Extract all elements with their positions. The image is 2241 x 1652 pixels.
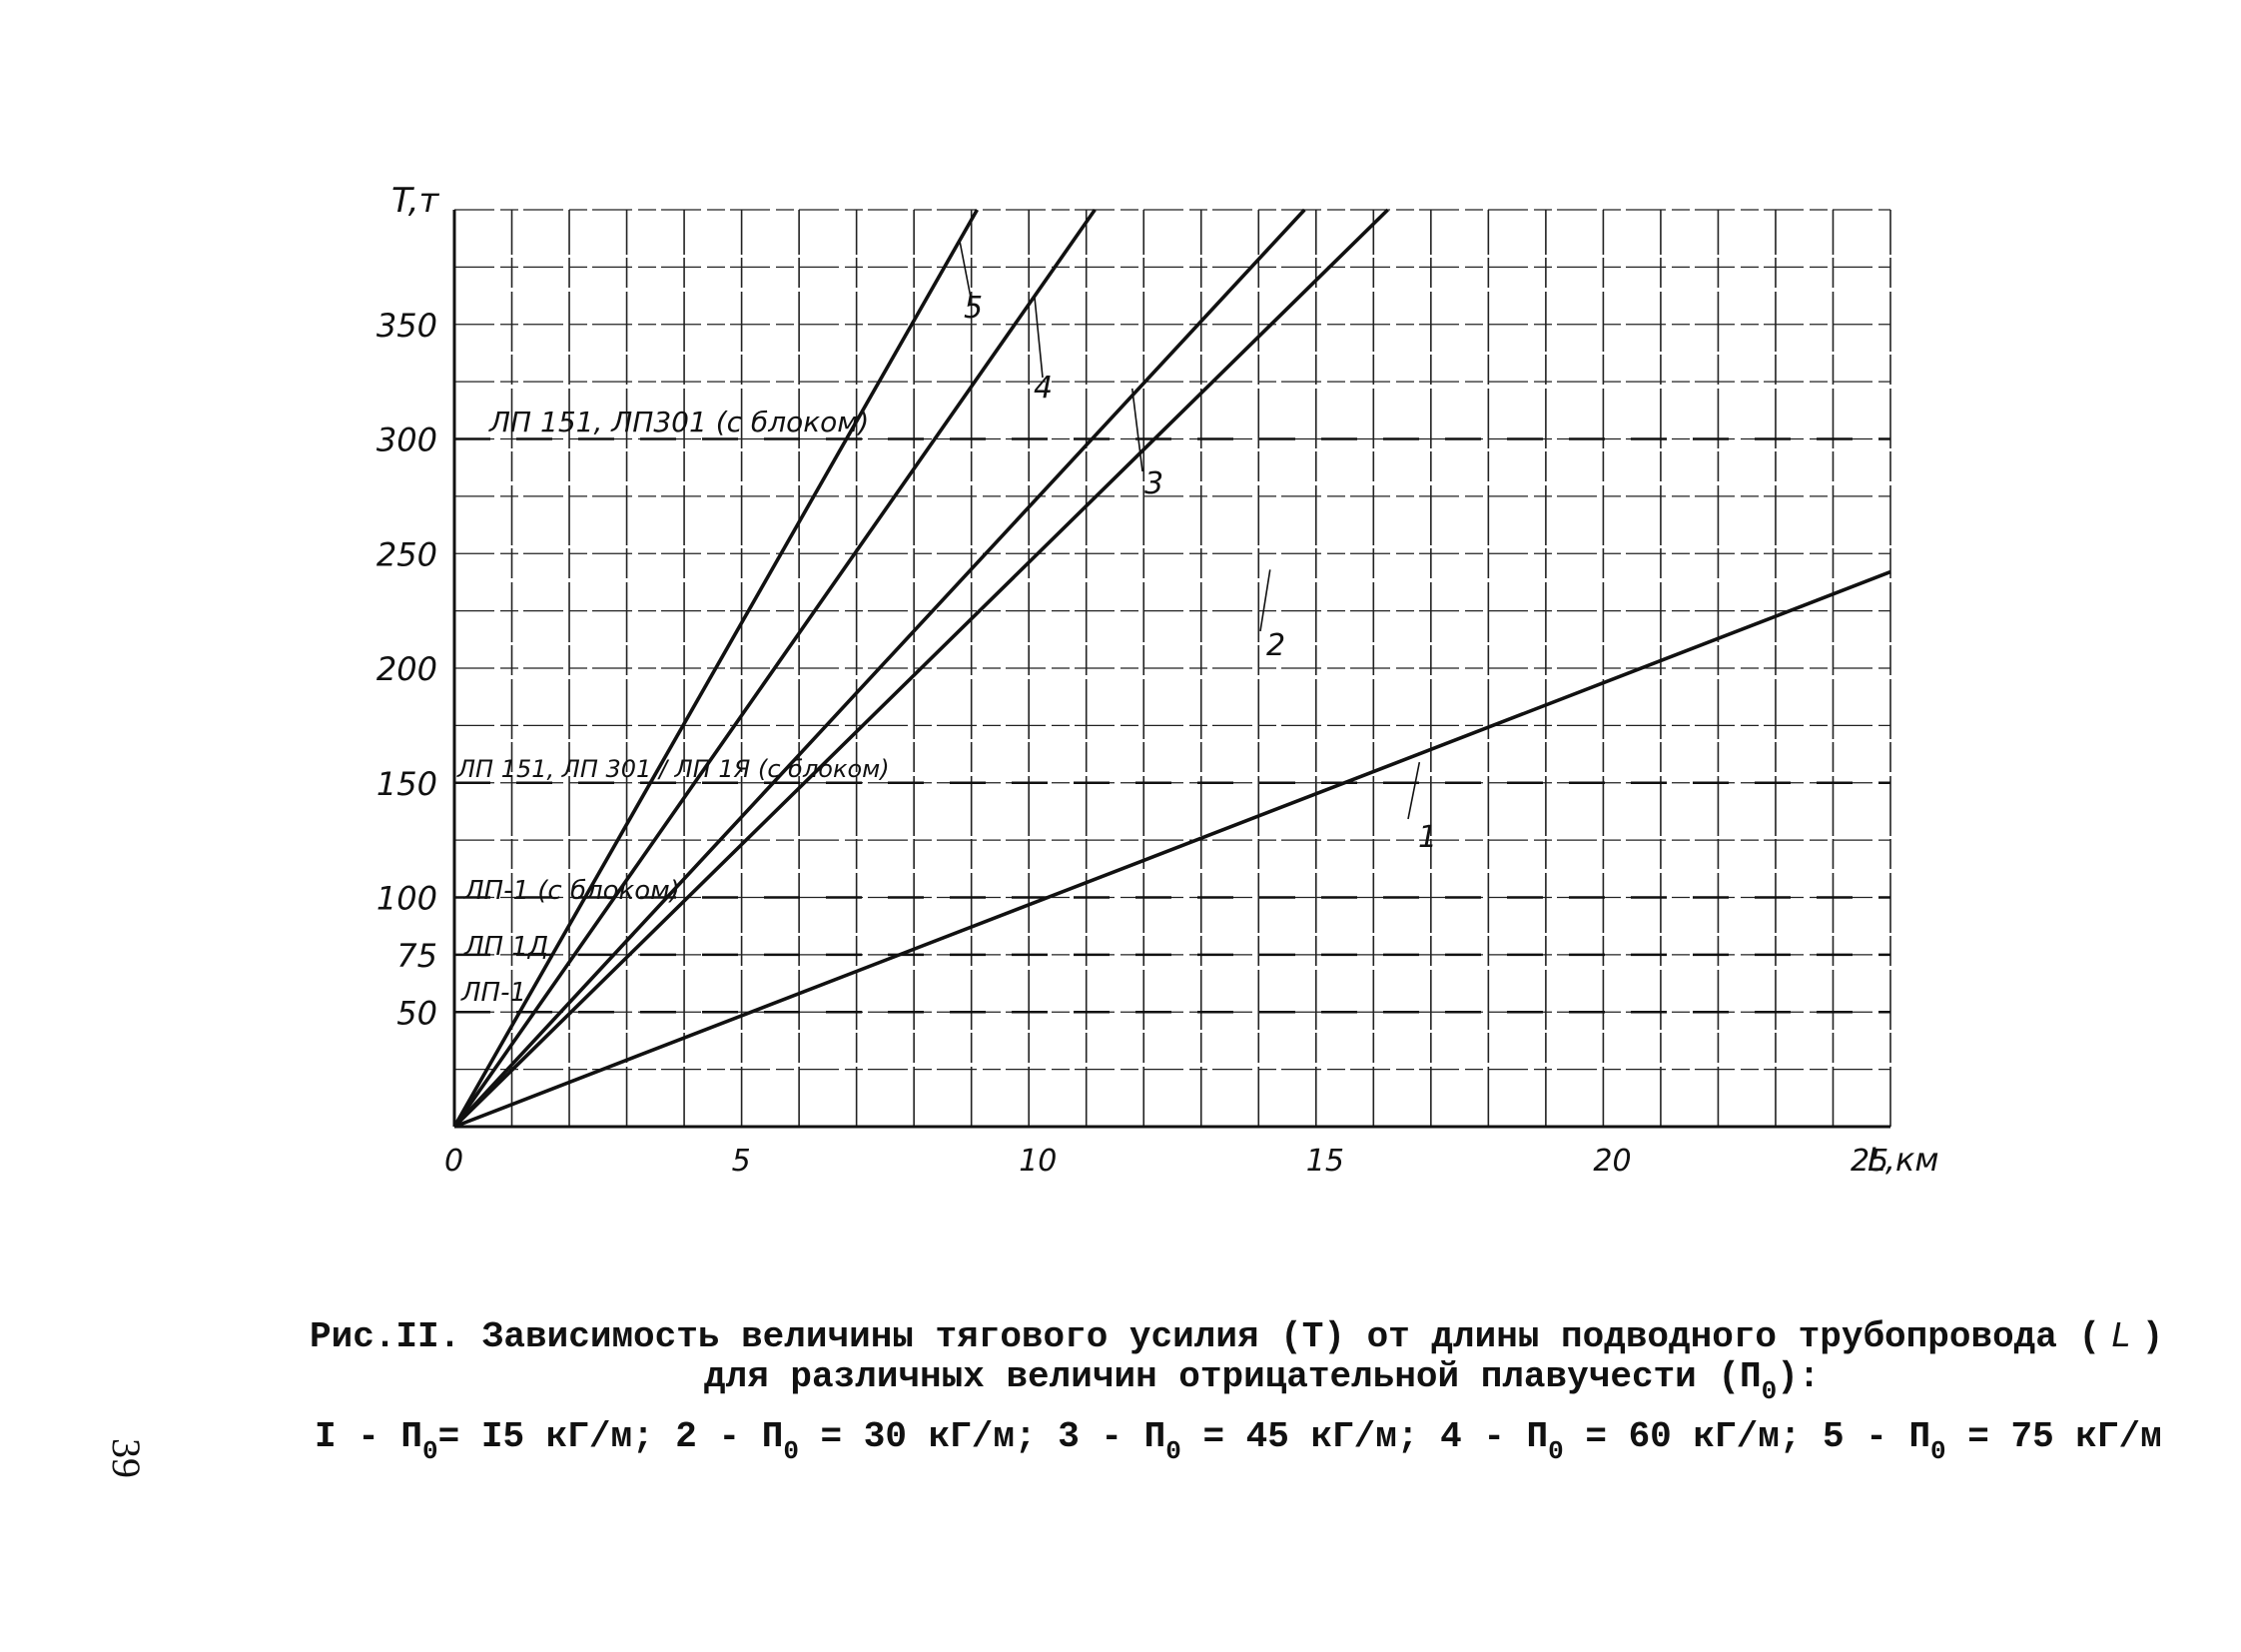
legend-item-3: 3 - П0 = 45 кГ/м; bbox=[1058, 1416, 1419, 1466]
caption-text-2: для различных величин отрицательной плав… bbox=[704, 1356, 1762, 1397]
page-number: 39 bbox=[104, 1438, 149, 1478]
caption-sub-2: 0 bbox=[1761, 1376, 1778, 1406]
legend-item-4: 4 - П0 = 60 кГ/м; bbox=[1440, 1416, 1802, 1466]
y-tick-label: 100 bbox=[376, 880, 437, 918]
caption-text-1: Рис.II. Зависимость величины тягового ус… bbox=[310, 1316, 2101, 1357]
series-label: 1 bbox=[1418, 820, 1437, 855]
x-tick-label: 25 bbox=[1851, 1144, 1888, 1179]
series-line bbox=[452, 209, 979, 1128]
series-leader-line bbox=[1034, 297, 1044, 379]
grid bbox=[454, 209, 1891, 1127]
y-tick-label: 200 bbox=[376, 650, 437, 688]
series-line bbox=[452, 208, 1306, 1129]
caption-legend: I - П0= I5 кГ/м; 2 - П0 = 30 кГ/м; 3 - П… bbox=[315, 1416, 2162, 1466]
x-tick-label: 10 bbox=[1019, 1144, 1057, 1179]
series-label: 3 bbox=[1144, 466, 1163, 501]
caption-L-symbol: L bbox=[2110, 1316, 2132, 1357]
legend-item-2: 2 - П0 = 30 кГ/м; bbox=[675, 1416, 1037, 1466]
y-tick-label: 75 bbox=[396, 937, 437, 975]
caption-line-2: для различных величин отрицательной плав… bbox=[704, 1356, 1821, 1406]
y-tick-label: 250 bbox=[376, 535, 437, 573]
series-leader-line bbox=[1259, 569, 1271, 632]
caption-text-2-end: ): bbox=[1777, 1356, 1821, 1397]
reference-label: ЛП 1Д bbox=[463, 932, 548, 962]
series-labels: 1 2 3 4 5 bbox=[959, 241, 1437, 855]
legend-item-5: 5 - П0 = 75 кГ/м bbox=[1823, 1416, 2162, 1466]
caption-line-1: Рис.II. Зависимость величины тягового ус… bbox=[310, 1316, 2163, 1357]
caption-text-1-end: ) bbox=[2141, 1316, 2164, 1357]
y-tick-label: 150 bbox=[376, 765, 437, 803]
series-line bbox=[453, 569, 1891, 1129]
series-line bbox=[452, 208, 1389, 1129]
y-tick-labels: 50 75 100 150 200 250 300 350 bbox=[376, 307, 437, 1033]
x-tick-labels: 0 5 10 15 20 25 bbox=[444, 1144, 1888, 1179]
x-tick-label: 5 bbox=[732, 1144, 751, 1179]
x-tick-label: 15 bbox=[1306, 1144, 1344, 1179]
reference-label: ЛП-1 (с блоком) bbox=[463, 876, 680, 906]
series-leader-line bbox=[1130, 388, 1143, 472]
x-tick-label: 0 bbox=[444, 1144, 463, 1179]
y-tick-label: 350 bbox=[376, 307, 437, 345]
reference-label: ЛП 151, ЛП301 (с блоком) bbox=[488, 406, 869, 438]
axes bbox=[452, 210, 1890, 1129]
y-tick-label: 300 bbox=[376, 421, 437, 459]
reference-label: ЛП-1 bbox=[460, 978, 526, 1008]
series-lines bbox=[452, 208, 1891, 1129]
series-leader-line bbox=[1407, 761, 1421, 820]
series-label: 4 bbox=[1034, 371, 1053, 406]
series-line bbox=[452, 208, 1097, 1129]
reference-label: ЛП 151, ЛП 301 / ЛП 1Я (с блоком) bbox=[456, 755, 890, 783]
reference-lines bbox=[454, 437, 1890, 1014]
legend-item-1: I - П0= I5 кГ/м; bbox=[315, 1416, 654, 1466]
y-tick-label: 50 bbox=[396, 994, 437, 1032]
x-tick-label: 20 bbox=[1593, 1144, 1631, 1179]
series-leader-line bbox=[959, 241, 972, 299]
series-label: 2 bbox=[1266, 628, 1285, 663]
x-axis-label: L,км bbox=[1868, 1141, 1938, 1179]
y-axis-label: T,т bbox=[391, 181, 440, 221]
series-label: 5 bbox=[964, 291, 983, 326]
reference-labels: ЛП 151, ЛП301 (с блоком) ЛП 151, ЛП 301 /… bbox=[456, 406, 890, 1008]
